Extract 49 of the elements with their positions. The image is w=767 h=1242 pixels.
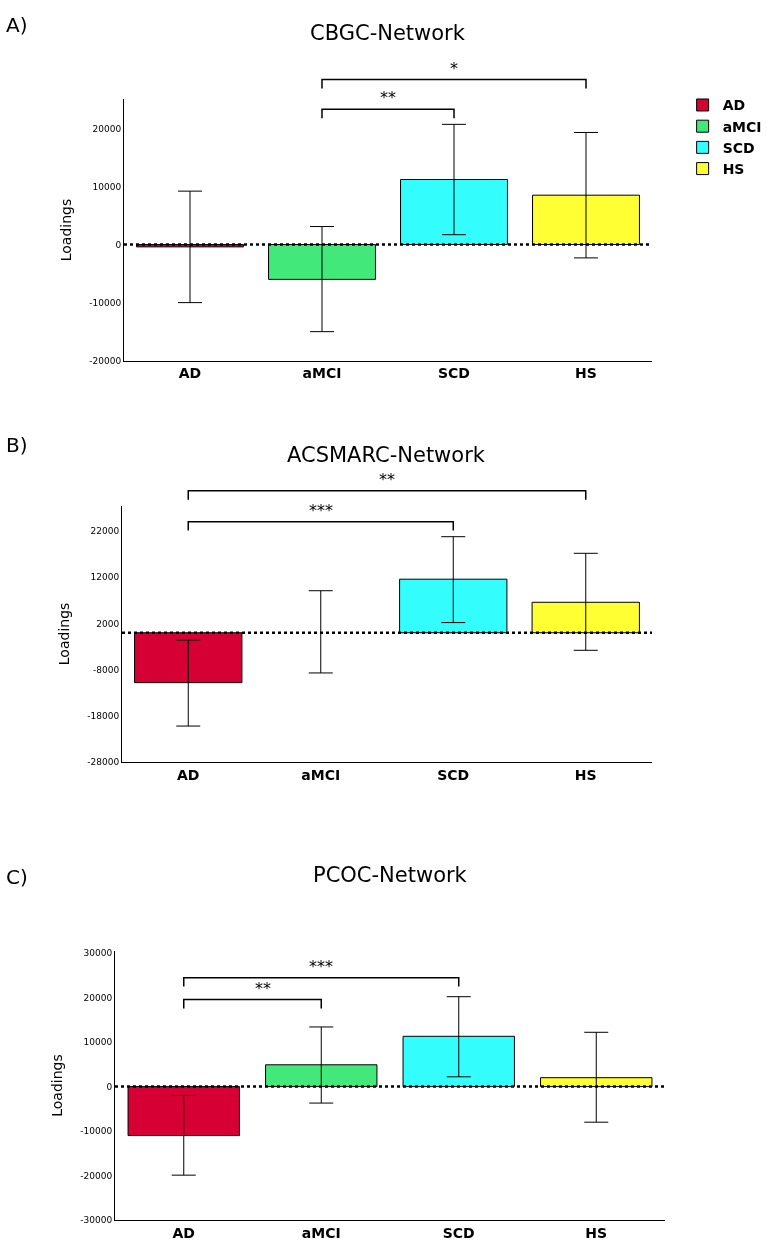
legend-label: SCD: [722, 139, 755, 156]
text: *: [450, 59, 458, 78]
y-axis-title: Loadings: [48, 1054, 65, 1117]
text: C): [6, 865, 28, 889]
y-tick-label: -10000: [89, 297, 122, 308]
x-tick-label: SCD: [437, 766, 470, 783]
y-tick-label: 10000: [92, 181, 122, 192]
y-tick-label: 22000: [90, 526, 120, 537]
legend-label: AD: [722, 97, 746, 114]
y-tick-label: -8000: [93, 664, 120, 675]
chart-title: CBGC-Network: [310, 21, 466, 45]
y-tick-label: -30000: [80, 1215, 113, 1226]
annotation: **: [255, 979, 271, 998]
x-tick-label: AD: [177, 766, 200, 783]
x-tick-label: HS: [574, 766, 597, 783]
y-tick-label: 20000: [92, 123, 122, 134]
x-tick-label: AD: [172, 1224, 195, 1241]
x-tick-label: HS: [575, 365, 597, 382]
y-tick-label: -18000: [87, 711, 120, 722]
x-tick-label: aMCI: [301, 766, 341, 783]
y-tick-label: 2000: [96, 618, 120, 629]
x-tick-label: SCD: [442, 1224, 475, 1241]
text: **: [379, 470, 395, 489]
y-tick-label: 12000: [90, 572, 120, 583]
y-tick-label: 30000: [83, 948, 113, 959]
x-tick-label: aMCI: [301, 1224, 341, 1241]
y-tick-label: -28000: [87, 757, 120, 768]
x-tick-label: HS: [585, 1224, 608, 1241]
y-tick-label: -10000: [80, 1126, 113, 1137]
text: B): [6, 433, 28, 457]
y-tick-label: 0: [106, 1081, 113, 1092]
x-tick-label: SCD: [438, 365, 470, 382]
y-tick-label: -20000: [80, 1170, 113, 1181]
legend-label: HS: [722, 161, 745, 178]
y-tick-label: 20000: [83, 992, 113, 1003]
y-tick-label: 10000: [83, 1037, 113, 1048]
chart-title: ACSMARC-Network: [287, 443, 486, 467]
chart-title: PCOC-Network: [313, 863, 468, 887]
annotation: **: [380, 88, 396, 107]
y-tick-label: 0: [115, 239, 122, 250]
annotation: ***: [309, 957, 333, 976]
y-tick-label: -20000: [89, 355, 122, 366]
y-axis-title: Loadings: [55, 602, 72, 666]
text: A): [6, 13, 28, 37]
legend-label: aMCI: [722, 118, 762, 135]
x-tick-label: aMCI: [302, 365, 342, 382]
y-axis-title: Loadings: [57, 198, 74, 262]
x-tick-label: AD: [178, 365, 202, 382]
annotation: ***: [309, 501, 333, 520]
